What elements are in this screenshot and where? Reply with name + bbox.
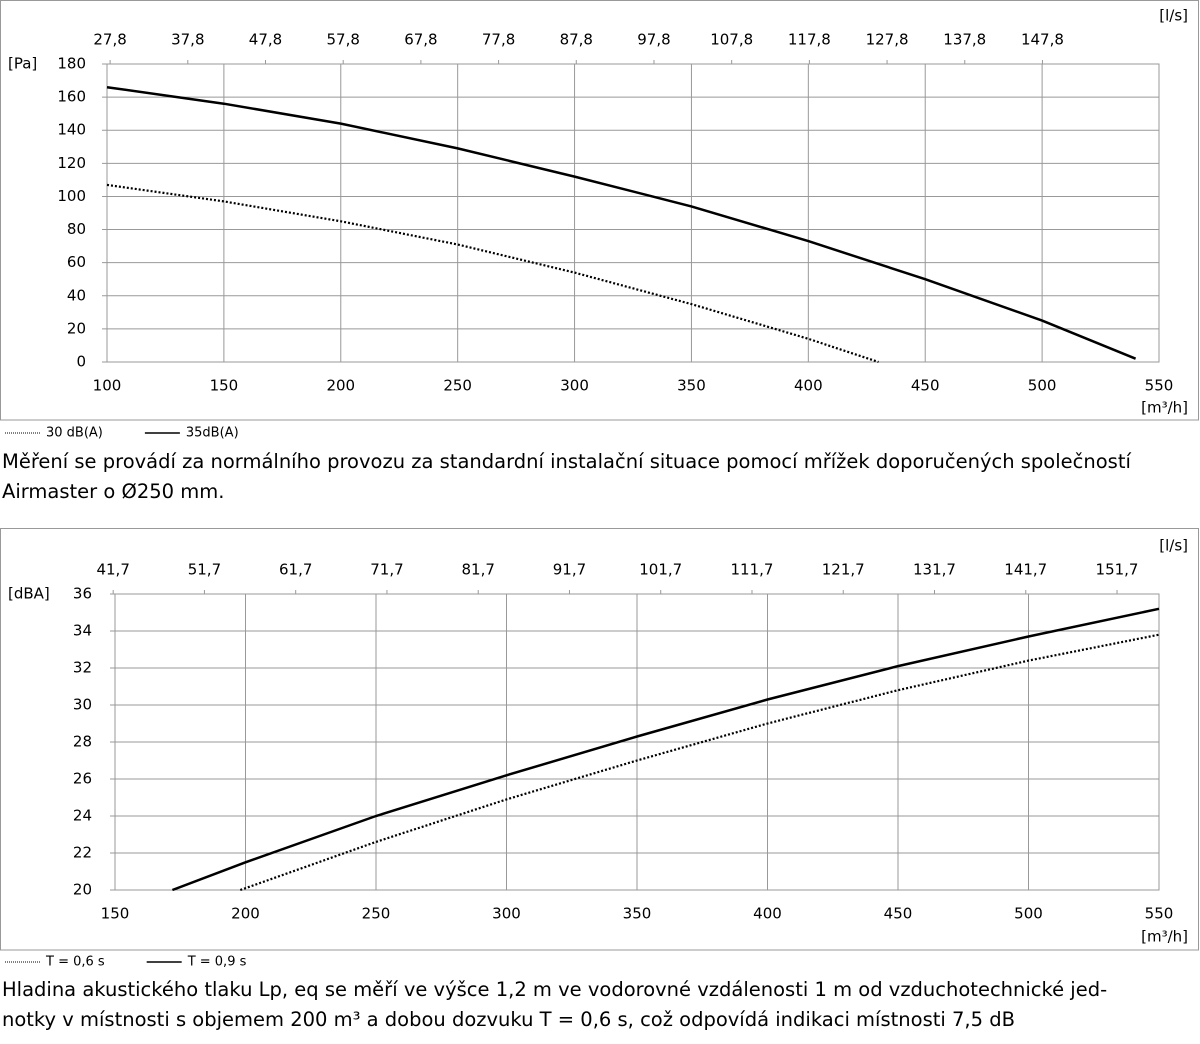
x2-tick-label: 41,7: [96, 561, 129, 579]
x2-tick-label: 141,7: [1004, 561, 1047, 579]
x2-tick-label: 111,7: [731, 561, 774, 579]
x-tick-label: 150: [210, 377, 239, 395]
x-tick-label: 500: [1028, 377, 1057, 395]
y-tick-label: 32: [73, 659, 92, 677]
x-tick-label: 450: [911, 377, 940, 395]
legend-label: 35dB(A): [186, 426, 239, 441]
series-line: [106, 85, 1137, 360]
chart-frame: [0, 0, 1199, 421]
chart-frame: [0, 528, 1199, 951]
x-tick-label: 450: [884, 905, 913, 923]
y-tick-label: 180: [57, 55, 86, 73]
y-axis-label: [Pa]: [8, 55, 37, 73]
y-tick-label: 140: [57, 121, 86, 139]
x2-tick-label: 51,7: [188, 561, 221, 579]
x2-tick-label: 27,8: [93, 31, 126, 49]
x2-tick-label: 81,7: [462, 561, 495, 579]
plot-border: [114, 593, 1160, 891]
y-tick-label: 24: [73, 807, 92, 825]
x-tick-label: 200: [326, 377, 355, 395]
series-line: [106, 183, 879, 364]
x-tick-label: 250: [362, 905, 391, 923]
x-tick-label: 550: [1145, 905, 1174, 923]
x-tick-label: 550: [1145, 377, 1174, 395]
x-tick-label: 250: [443, 377, 472, 395]
x-tick-label: 300: [560, 377, 589, 395]
x-tick-label: 500: [1014, 905, 1043, 923]
x2-tick-label: 71,7: [370, 561, 403, 579]
x2-tick-label: 107,8: [710, 31, 753, 49]
y-tick-label: 0: [76, 353, 86, 371]
plot-border: [106, 63, 1160, 363]
x2-tick-label: 97,8: [637, 31, 670, 49]
caption-line: Hladina akustického tlaku Lp, eq se měří…: [2, 978, 1108, 1001]
x2-axis-label: [l/s]: [1159, 7, 1188, 25]
x2-tick-label: 47,8: [249, 31, 282, 49]
y-tick-label: 80: [67, 220, 86, 238]
caption-line: notky v místnosti s objemem 200 m³ a dob…: [2, 1008, 1015, 1031]
x2-tick-label: 57,8: [326, 31, 359, 49]
x-axis-label: [m³/h]: [1141, 399, 1188, 417]
legend-label: T = 0,9 s: [187, 955, 247, 970]
x2-tick-label: 101,7: [639, 561, 682, 579]
y-tick-label: 60: [67, 253, 86, 271]
x-tick-label: 100: [93, 377, 122, 395]
y-tick-label: 20: [73, 881, 92, 899]
x2-tick-label: 131,7: [913, 561, 956, 579]
y-tick-label: 26: [73, 770, 92, 788]
y-tick-label: 34: [73, 622, 92, 640]
x2-tick-label: 127,8: [866, 31, 909, 49]
y-tick-label: 22: [73, 844, 92, 862]
caption: Hladina akustického tlaku Lp, eq se měří…: [2, 975, 1198, 1035]
legend-label: T = 0,6 s: [45, 955, 105, 970]
x2-tick-label: 61,7: [279, 561, 312, 579]
x2-tick-label: 87,8: [560, 31, 593, 49]
x2-tick-label: 37,8: [171, 31, 204, 49]
x-axis-label: [m³/h]: [1141, 928, 1188, 946]
x2-tick-label: 147,8: [1021, 31, 1064, 49]
x-tick-label: 350: [677, 377, 706, 395]
y-tick-label: 36: [73, 585, 92, 603]
x2-tick-label: 91,7: [553, 561, 586, 579]
y-tick-label: 160: [57, 88, 86, 106]
y-tick-label: 120: [57, 154, 86, 172]
series-line: [171, 607, 1160, 892]
x-tick-label: 350: [623, 905, 652, 923]
x-tick-label: 400: [794, 377, 823, 395]
x2-tick-label: 137,8: [943, 31, 986, 49]
y-tick-label: 20: [67, 319, 86, 337]
x2-axis-label: [l/s]: [1159, 537, 1188, 555]
x-tick-label: 400: [753, 905, 782, 923]
legend-label: 30 dB(A): [46, 426, 103, 441]
x-tick-label: 200: [231, 905, 260, 923]
x2-tick-label: 151,7: [1096, 561, 1139, 579]
series-line: [239, 633, 1160, 892]
y-tick-label: 30: [73, 696, 92, 714]
x2-tick-label: 117,8: [788, 31, 831, 49]
x2-tick-label: 67,8: [404, 31, 437, 49]
caption: Měření se provádí za normálního provozu …: [2, 450, 1131, 503]
x2-tick-label: 121,7: [822, 561, 865, 579]
y-tick-label: 28: [73, 733, 92, 751]
y-axis-label: [dBA]: [8, 585, 50, 603]
x-tick-label: 300: [492, 905, 521, 923]
x2-tick-label: 77,8: [482, 31, 515, 49]
y-tick-label: 100: [57, 187, 86, 205]
y-tick-label: 40: [67, 286, 86, 304]
x-tick-label: 150: [101, 905, 130, 923]
